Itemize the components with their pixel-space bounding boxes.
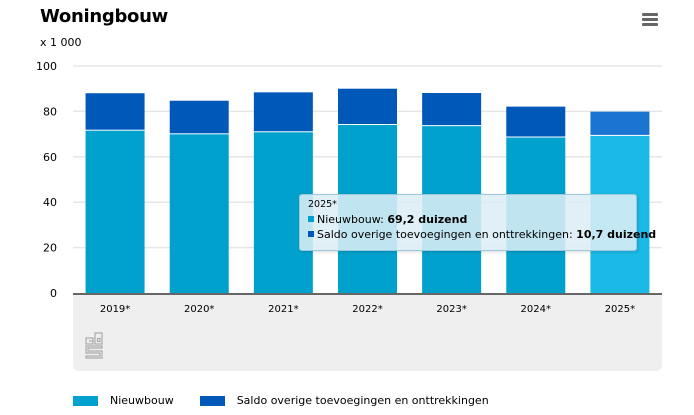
bar-nieuwbouw[interactable] <box>169 134 229 293</box>
cbs-logo-icon <box>85 332 103 359</box>
tooltip-label: Nieuwbouw: <box>317 213 388 226</box>
tooltip-swatch-nieuwbouw <box>308 216 314 222</box>
menu-line <box>642 18 658 21</box>
legend-item-saldo[interactable]: Saldo overige toevoegingen en onttrekkin… <box>199 394 489 407</box>
x-tick-label: 2025* <box>605 304 635 315</box>
legend: Nieuwbouw Saldo overige toevoegingen en … <box>73 394 515 407</box>
y-tick-label: 20 <box>43 242 57 255</box>
tooltip: 2025* Nieuwbouw: 69,2 duizend Saldo over… <box>299 194 656 251</box>
bar-saldo[interactable] <box>169 100 229 134</box>
tooltip-row-nieuwbouw: Nieuwbouw: 69,2 duizend <box>308 212 628 227</box>
menu-line <box>642 13 658 16</box>
hamburger-menu-icon[interactable] <box>642 13 658 27</box>
x-tick-label: 2024* <box>521 304 551 315</box>
chart-title: Woningbouw <box>40 6 168 27</box>
y-tick-label: 100 <box>36 60 57 73</box>
y-tick-label: 0 <box>50 287 57 300</box>
tooltip-label: Saldo overige toevoegingen en onttrekkin… <box>317 228 577 241</box>
y-tick-label: 40 <box>43 196 57 209</box>
tooltip-value: 69,2 duizend <box>387 213 468 226</box>
tooltip-swatch-saldo <box>308 231 314 237</box>
x-tick-label: 2019* <box>100 304 130 315</box>
menu-line <box>642 23 658 26</box>
bar-saldo[interactable] <box>590 111 650 135</box>
bar-saldo[interactable] <box>338 88 397 125</box>
x-axis-band <box>73 295 662 371</box>
legend-label: Nieuwbouw <box>110 394 174 407</box>
bar-saldo[interactable] <box>85 93 145 130</box>
bar-saldo[interactable] <box>253 92 313 132</box>
bar-saldo[interactable] <box>422 93 482 126</box>
tooltip-title: 2025* <box>308 199 337 210</box>
x-tick-label: 2021* <box>268 304 298 315</box>
legend-label: Saldo overige toevoegingen en onttrekkin… <box>236 394 489 407</box>
y-tick-label: 60 <box>43 151 57 164</box>
bar-saldo[interactable] <box>506 106 566 137</box>
tooltip-row-saldo: Saldo overige toevoegingen en onttrekkin… <box>308 227 656 242</box>
x-tick-label: 2020* <box>184 304 214 315</box>
x-tick-label: 2023* <box>436 304 466 315</box>
legend-item-nieuwbouw[interactable]: Nieuwbouw <box>73 394 174 407</box>
legend-swatch-saldo <box>199 395 225 406</box>
legend-swatch-nieuwbouw <box>73 395 98 406</box>
x-tick-label: 2022* <box>352 304 382 315</box>
tooltip-value: 10,7 duizend <box>576 228 657 241</box>
y-tick-label: 80 <box>43 105 57 118</box>
y-axis-unit: x 1 000 <box>40 36 82 49</box>
bar-nieuwbouw[interactable] <box>85 130 145 293</box>
